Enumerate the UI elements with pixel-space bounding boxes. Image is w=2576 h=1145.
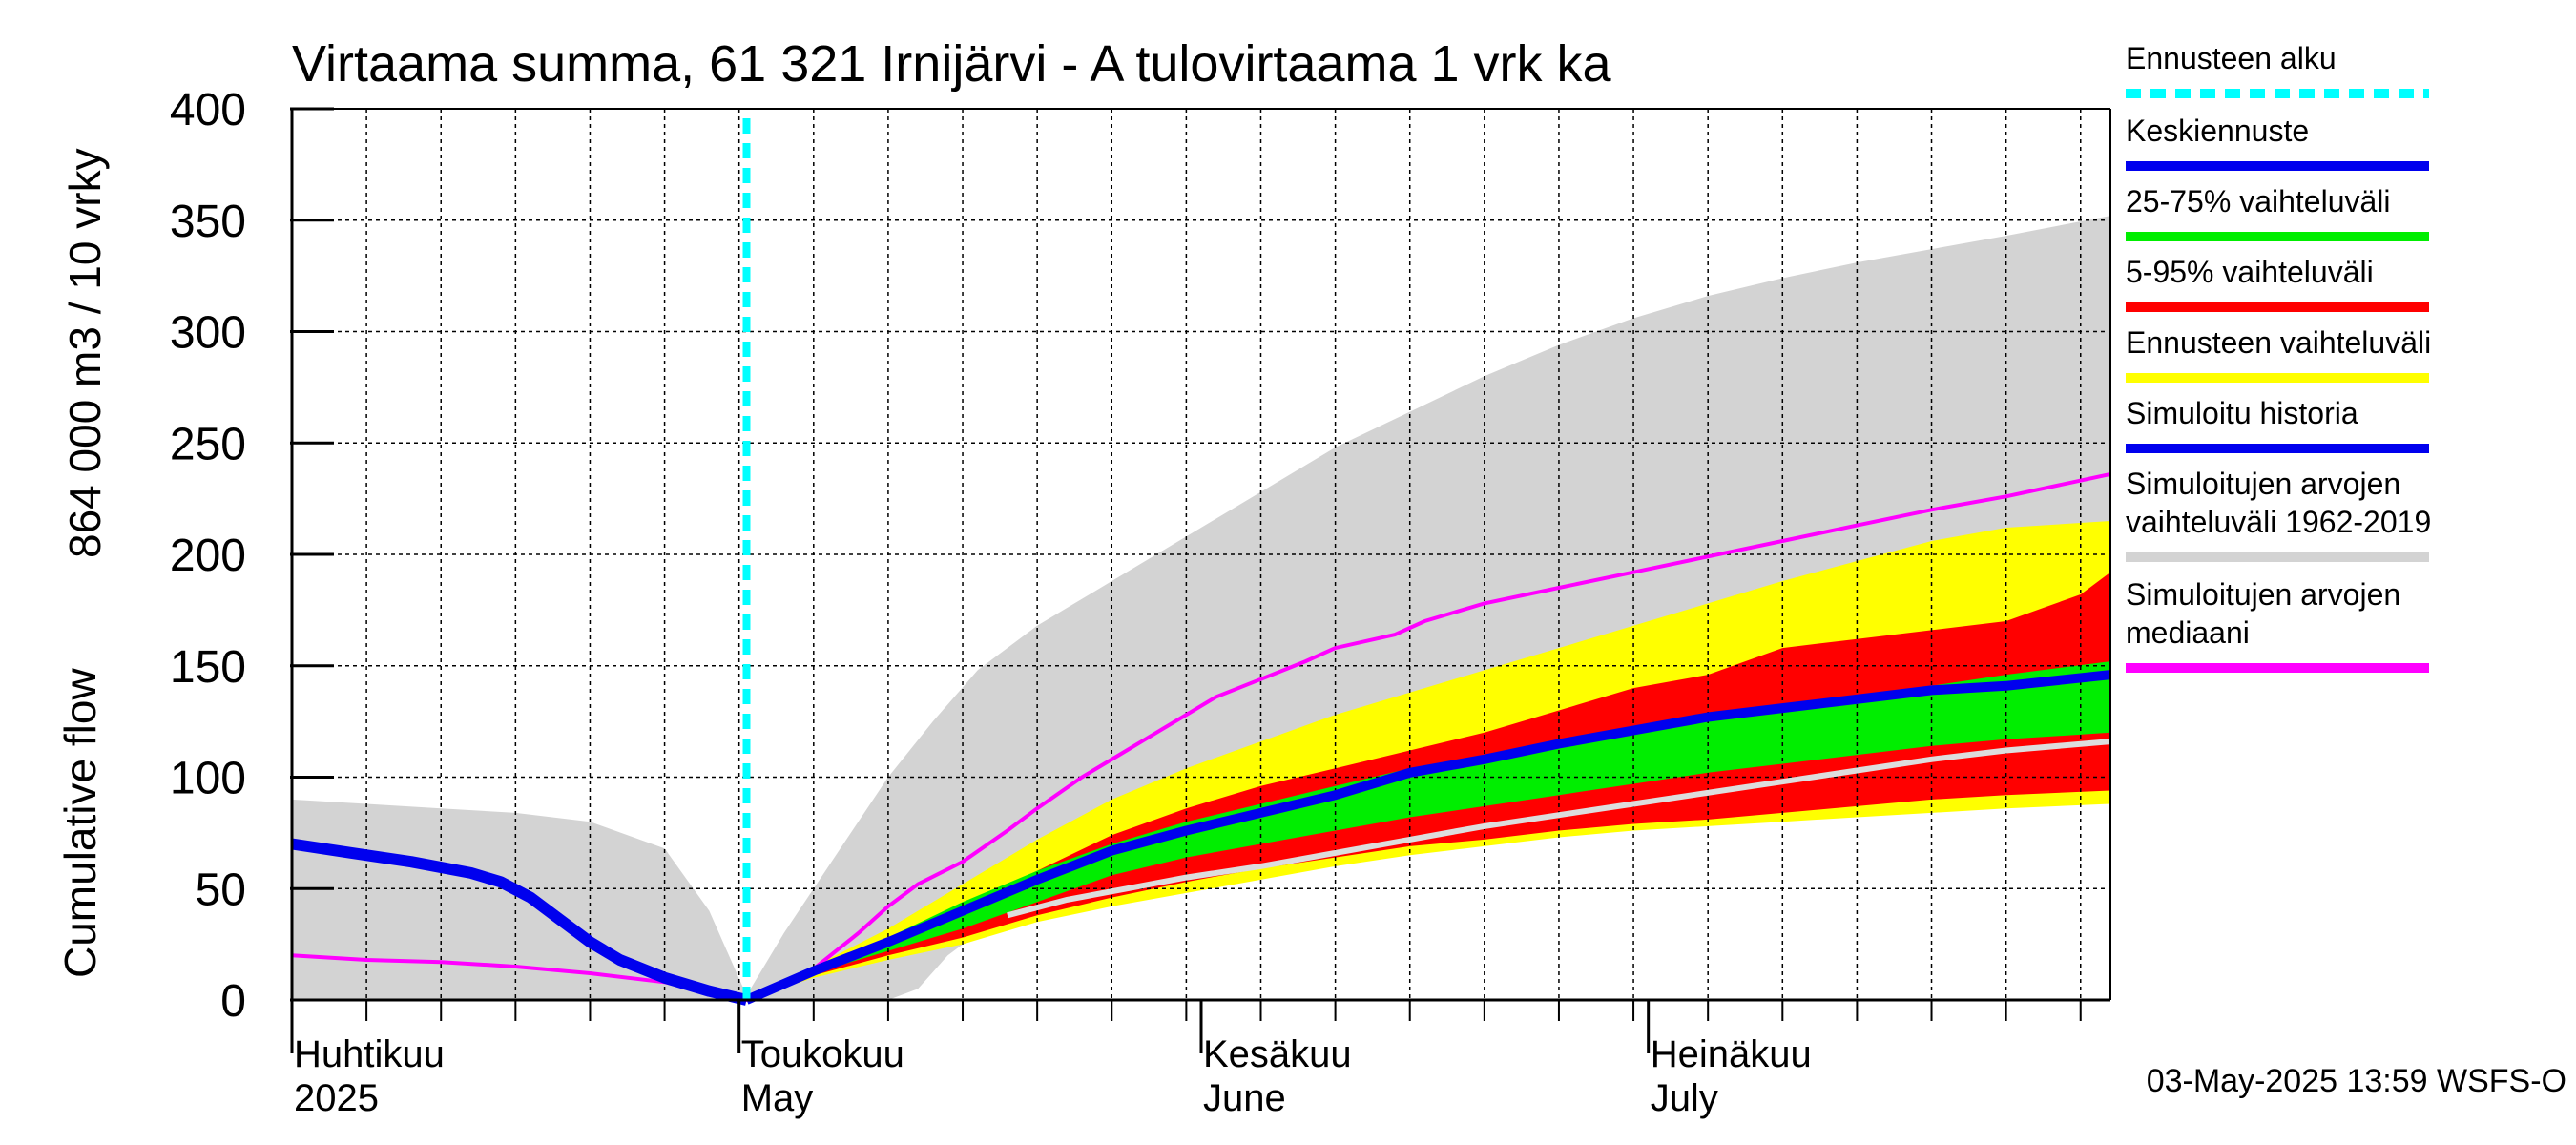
y-axis-label-secondary: Cumulative flow: [55, 668, 105, 978]
y-axis-label-primary: 864 000 m3 / 10 vrky: [60, 148, 110, 558]
p25-75-band: [746, 661, 2110, 1000]
legend-label: Simuloitujen arvojen: [2126, 467, 2400, 501]
x-month-label-fi: Kesäkuu: [1203, 1033, 1352, 1075]
legend: Ennusteen alku Keskiennuste 25-75% vaihtel…: [2126, 41, 2431, 673]
legend-label: Keskiennuste: [2126, 114, 2309, 148]
y-tick-label: 0: [220, 976, 246, 1027]
grid-layer: [292, 109, 2110, 1000]
y-tick-label: 300: [170, 308, 246, 359]
line-layer: [291, 118, 2111, 1006]
x-month-label-en: June: [1203, 1077, 1286, 1119]
x-month-label-fi: Heinäkuu: [1651, 1033, 1812, 1075]
mean-forecast-line: [744, 670, 2111, 1005]
legend-label: vaihteluväli 1962-2019: [2126, 505, 2431, 539]
y-tick-label: 150: [170, 642, 246, 693]
x-month-label-fi: Huhtikuu: [294, 1033, 445, 1075]
simulated-history-line: [291, 838, 748, 1006]
y-tick-label: 200: [170, 531, 246, 581]
x-month-label-en: 2025: [294, 1077, 379, 1119]
x-month-label-en: May: [741, 1077, 814, 1119]
y-tick-label: 400: [170, 85, 246, 135]
x-month-label-fi: Toukokuu: [741, 1033, 904, 1075]
legend-label: Ennusteen alku: [2126, 41, 2337, 75]
chart-title: Virtaama summa, 61 321 Irnijärvi - A tul…: [292, 35, 1612, 93]
legend-label: 5-95% vaihteluväli: [2126, 255, 2374, 289]
y-tick-label: 350: [170, 197, 246, 247]
legend-label: mediaani: [2126, 615, 2250, 650]
y-tick-label: 50: [196, 864, 246, 915]
chart-footer: 03-May-2025 13:59 WSFS-O: [2147, 1063, 2566, 1099]
y-tick-label: 250: [170, 419, 246, 469]
legend-label: 25-75% vaihteluväli: [2126, 184, 2391, 219]
secondary-median-line: [1007, 739, 2111, 919]
legend-label: Simuloitujen arvojen: [2126, 577, 2400, 612]
x-month-label-en: July: [1651, 1077, 1718, 1119]
legend-label: Simuloitu historia: [2126, 396, 2358, 430]
y-tick-label: 100: [170, 754, 246, 804]
legend-label: Ennusteen vaihteluväli: [2126, 325, 2431, 360]
